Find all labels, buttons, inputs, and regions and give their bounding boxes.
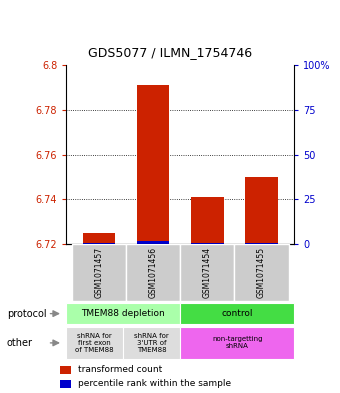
Bar <box>137 85 169 244</box>
Text: percentile rank within the sample: percentile rank within the sample <box>78 380 231 388</box>
Bar <box>72 244 126 301</box>
Bar <box>137 241 169 244</box>
Text: GDS5077 / ILMN_1754746: GDS5077 / ILMN_1754746 <box>88 46 252 59</box>
Bar <box>123 327 180 359</box>
Text: GSM1071454: GSM1071454 <box>203 247 212 298</box>
Text: transformed count: transformed count <box>78 365 163 374</box>
Bar <box>180 303 294 324</box>
Text: shRNA for
first exon
of TMEM88: shRNA for first exon of TMEM88 <box>75 333 114 353</box>
Text: GSM1071457: GSM1071457 <box>94 247 103 298</box>
Bar <box>59 380 71 388</box>
Text: GSM1071456: GSM1071456 <box>149 247 157 298</box>
Bar <box>180 244 235 301</box>
Text: GSM1071455: GSM1071455 <box>257 247 266 298</box>
Text: other: other <box>7 338 33 348</box>
Text: shRNA for
3'UTR of
TMEM88: shRNA for 3'UTR of TMEM88 <box>134 333 169 353</box>
Bar <box>180 327 294 359</box>
Bar <box>245 243 278 244</box>
Bar <box>66 303 180 324</box>
Bar <box>83 233 115 244</box>
Bar <box>83 243 115 244</box>
Bar <box>59 365 71 374</box>
Bar <box>191 243 224 244</box>
Text: non-targetting
shRNA: non-targetting shRNA <box>212 336 262 349</box>
Bar <box>126 244 180 301</box>
Bar <box>66 327 123 359</box>
Text: control: control <box>221 309 253 318</box>
Text: TMEM88 depletion: TMEM88 depletion <box>81 309 165 318</box>
Bar <box>245 177 278 244</box>
Text: protocol: protocol <box>7 309 47 319</box>
Bar <box>235 244 289 301</box>
Bar <box>191 197 224 244</box>
